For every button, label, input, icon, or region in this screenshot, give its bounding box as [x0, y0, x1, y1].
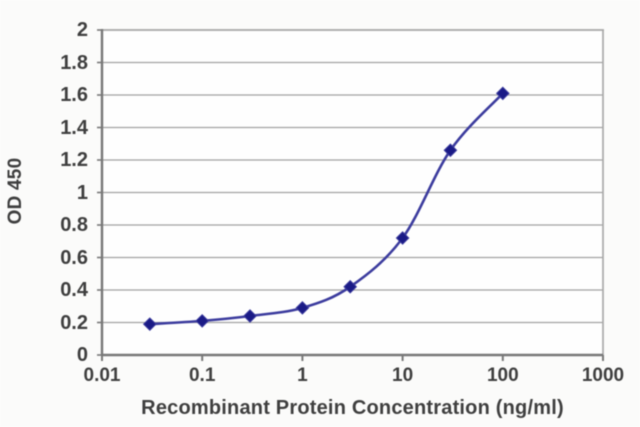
x-tick-label: 0.01	[83, 365, 121, 386]
y-tick-label: 1.4	[60, 116, 88, 139]
data-point-marker	[443, 143, 458, 158]
data-point-marker	[395, 231, 410, 245]
y-tick-label: 1.6	[60, 84, 88, 106]
data-point-marker	[343, 279, 358, 294]
x-tick-label: 10	[392, 365, 414, 386]
data-point-marker	[495, 86, 510, 101]
y-tick-label: 0	[76, 344, 88, 366]
y-tick-label: 1.2	[60, 149, 88, 171]
y-tick-label: 0.4	[60, 279, 88, 301]
y-tick-label: 0.2	[60, 311, 88, 334]
x-tick-label: 100	[486, 365, 519, 386]
data-point-marker	[243, 309, 257, 323]
y-tick-label: 1.8	[60, 51, 88, 74]
data-point-marker	[295, 300, 310, 315]
y-tick-label: 2	[76, 19, 88, 41]
data-point-marker	[142, 317, 157, 332]
y-tick-label: 1	[76, 181, 88, 204]
y-tick-label: 0.8	[60, 214, 88, 236]
x-axis-title: Recombinant Protein Concentration (ng/ml…	[141, 397, 564, 419]
x-tick-label: 1	[297, 365, 308, 386]
x-tick-label: 0.1	[188, 365, 216, 386]
y-tick-label: 0.6	[60, 246, 88, 269]
x-tick-label: 1000	[581, 365, 625, 386]
data-point-marker	[195, 313, 210, 328]
